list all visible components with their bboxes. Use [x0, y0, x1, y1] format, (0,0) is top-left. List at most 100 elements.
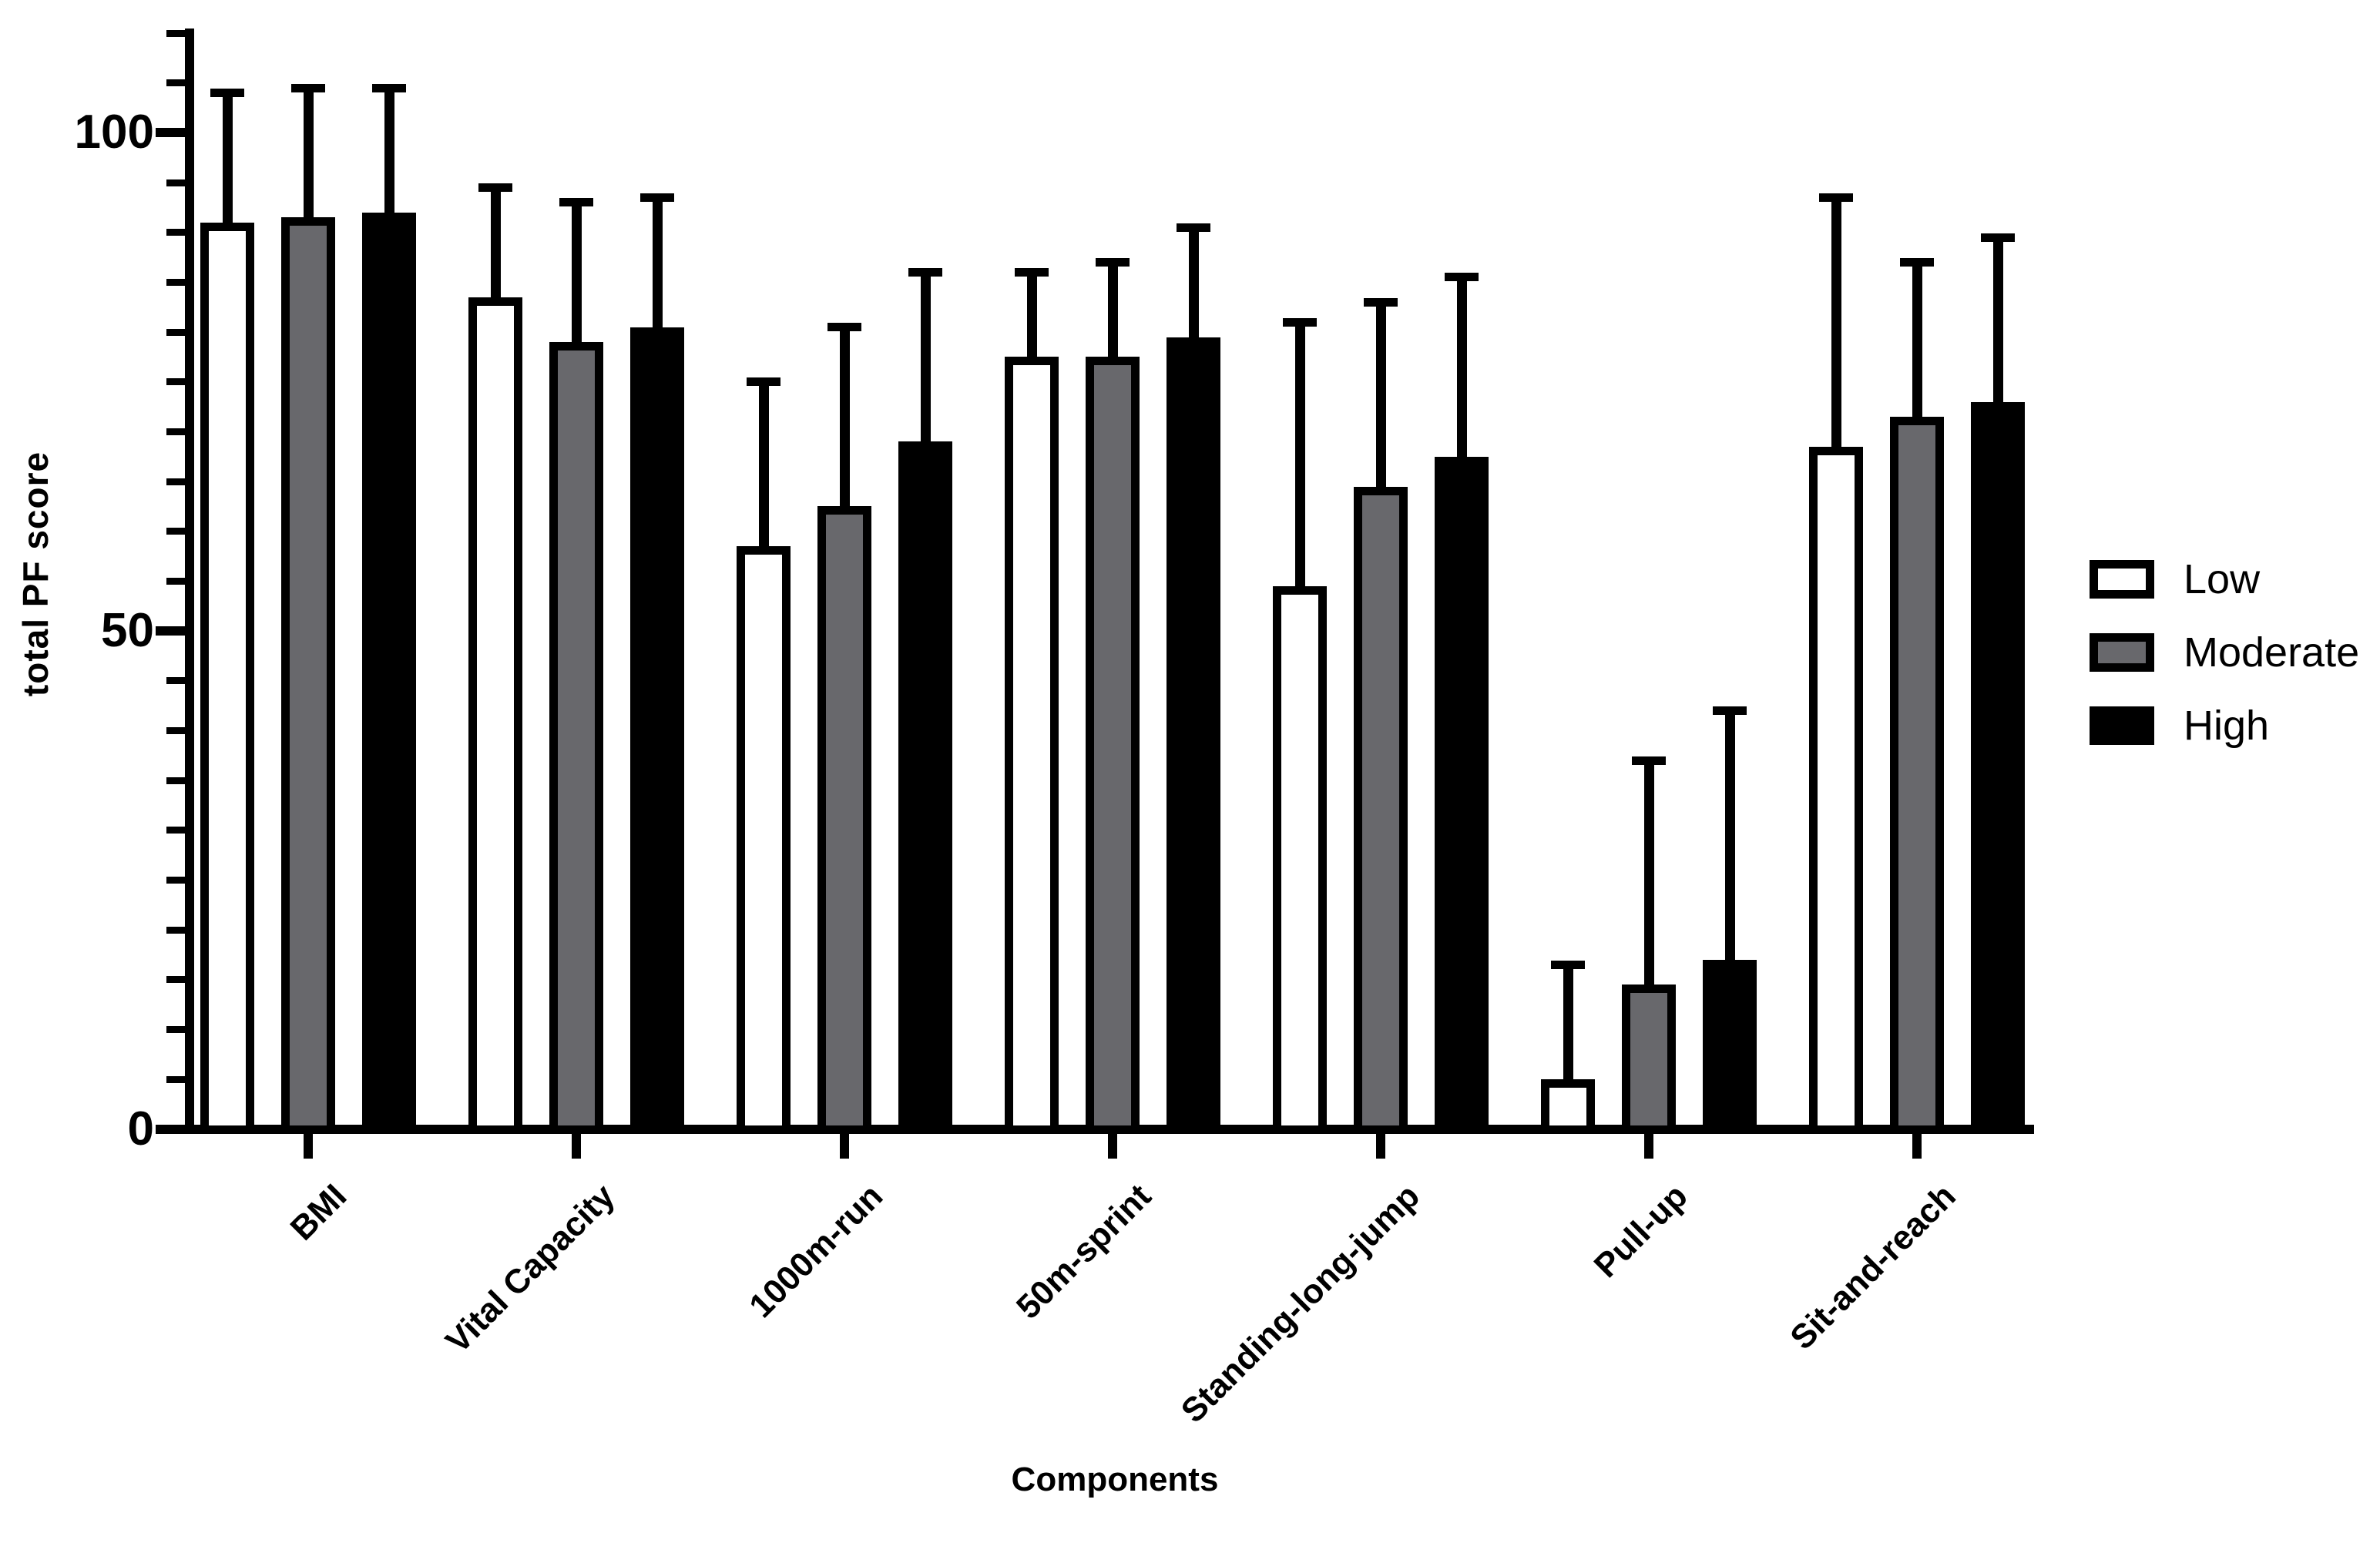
error-bar-cap-vital-capacity-low: [478, 183, 512, 192]
y-tick-label: 100: [74, 106, 154, 159]
error-bar-stem-50m-sprint-moderate: [1107, 262, 1118, 370]
x-category-label-bmi: BMI: [283, 1177, 354, 1248]
legend-label-moderate: Moderate: [2184, 629, 2360, 676]
error-bar-stem-bmi-high: [384, 88, 394, 225]
bar-1000m-run-moderate: [817, 506, 871, 1134]
bar-vital-capacity-low: [468, 297, 522, 1134]
error-bar-stem-pull-up-low: [1563, 964, 1573, 1092]
y-axis-line: [185, 29, 194, 1134]
y-major-tick: [156, 626, 185, 636]
legend-label-low: Low: [2184, 556, 2261, 602]
bar-50m-sprint-low: [1005, 357, 1059, 1134]
bar-50m-sprint-high: [1167, 337, 1220, 1134]
error-bar-stem-1000m-run-high: [920, 272, 931, 455]
y-minor-tick: [166, 278, 185, 286]
bar-bmi-low: [200, 222, 254, 1134]
x-category-label-standing-long-jump: Standing-long-jump: [1173, 1177, 1427, 1431]
error-bar-stem-standing-long-jump-high: [1456, 277, 1467, 469]
error-bar-stem-1000m-run-moderate: [839, 327, 850, 519]
legend-swatch-moderate: [2090, 633, 2154, 672]
x-tick-vital-capacity: [572, 1134, 581, 1159]
error-bar-cap-1000m-run-high: [908, 267, 942, 277]
error-bar-cap-standing-long-jump-low: [1283, 317, 1317, 327]
y-minor-tick: [166, 428, 185, 435]
x-tick-sit-and-reach: [1912, 1134, 1922, 1159]
bar-vital-capacity-moderate: [549, 342, 603, 1134]
legend-swatch-low: [2090, 560, 2154, 599]
x-category-label-sit-and-reach: Sit-and-reach: [1783, 1177, 1963, 1357]
error-bar-cap-sit-and-reach-low: [1819, 193, 1853, 202]
y-minor-tick: [166, 976, 185, 984]
error-bar-cap-pull-up-low: [1551, 961, 1585, 970]
error-bar-cap-50m-sprint-moderate: [1096, 258, 1130, 267]
error-bar-cap-standing-long-jump-high: [1445, 273, 1479, 282]
error-bar-stem-standing-long-jump-low: [1294, 322, 1305, 599]
x-tick-50m-sprint: [1108, 1134, 1117, 1159]
error-bar-cap-50m-sprint-low: [1015, 267, 1049, 277]
x-tick-pull-up: [1644, 1134, 1653, 1159]
bar-bmi-moderate: [281, 217, 335, 1134]
error-bar-stem-standing-long-jump-moderate: [1375, 302, 1386, 499]
y-minor-tick: [166, 229, 185, 236]
y-minor-tick: [166, 1075, 185, 1083]
error-bar-stem-vital-capacity-moderate: [571, 202, 582, 354]
y-minor-tick: [166, 578, 185, 585]
error-bar-cap-sit-and-reach-high: [1981, 233, 2015, 242]
x-category-label-pull-up: Pull-up: [1586, 1177, 1695, 1286]
y-minor-tick: [166, 926, 185, 934]
error-bar-cap-vital-capacity-high: [640, 193, 674, 202]
bar-sit-and-reach-high: [1971, 401, 2025, 1134]
error-bar-cap-pull-up-high: [1713, 706, 1747, 716]
x-tick-standing-long-jump: [1376, 1134, 1385, 1159]
x-tick-bmi: [304, 1134, 313, 1159]
error-bar-cap-bmi-moderate: [291, 83, 325, 92]
bar-1000m-run-low: [737, 546, 791, 1134]
y-minor-tick: [166, 1026, 185, 1034]
y-minor-tick: [166, 179, 185, 186]
bar-vital-capacity-high: [630, 327, 684, 1134]
x-axis-title: Components: [1011, 1461, 1219, 1498]
error-bar-cap-pull-up-moderate: [1632, 756, 1666, 765]
error-bar-cap-standing-long-jump-moderate: [1364, 297, 1398, 307]
y-minor-tick: [166, 528, 185, 535]
error-bar-stem-sit-and-reach-moderate: [1912, 262, 1922, 430]
y-minor-tick: [166, 478, 185, 485]
y-minor-tick: [166, 677, 185, 685]
bar-pull-up-moderate: [1622, 985, 1676, 1134]
bar-standing-long-jump-low: [1273, 585, 1327, 1134]
y-minor-tick: [166, 777, 185, 784]
y-major-tick: [156, 1125, 185, 1134]
bar-1000m-run-high: [898, 441, 952, 1134]
error-bar-stem-50m-sprint-low: [1026, 272, 1037, 370]
bar-50m-sprint-moderate: [1086, 357, 1140, 1134]
error-bar-stem-50m-sprint-high: [1188, 227, 1199, 350]
legend-label-high: High: [2184, 703, 2270, 749]
error-bar-stem-sit-and-reach-low: [1831, 197, 1841, 459]
bar-sit-and-reach-low: [1809, 446, 1863, 1134]
bar-standing-long-jump-high: [1435, 456, 1489, 1134]
y-minor-tick: [166, 827, 185, 834]
error-bar-cap-vital-capacity-moderate: [559, 198, 593, 207]
error-bar-stem-pull-up-high: [1724, 710, 1735, 973]
bar-standing-long-jump-moderate: [1354, 486, 1408, 1134]
error-bar-cap-50m-sprint-high: [1177, 223, 1210, 232]
error-bar-stem-vital-capacity-low: [490, 187, 501, 310]
y-tick-label: 50: [101, 604, 154, 658]
error-bar-stem-bmi-moderate: [303, 88, 314, 230]
y-minor-tick: [166, 378, 185, 386]
error-bar-cap-1000m-run-moderate: [827, 323, 861, 332]
error-bar-cap-1000m-run-low: [747, 377, 780, 387]
x-tick-1000m-run: [840, 1134, 849, 1159]
error-bar-cap-sit-and-reach-moderate: [1900, 258, 1934, 267]
y-minor-tick: [166, 328, 185, 336]
error-bar-stem-sit-and-reach-high: [1992, 237, 2003, 414]
error-bar-stem-vital-capacity-high: [652, 197, 663, 340]
error-bar-stem-pull-up-moderate: [1643, 760, 1654, 998]
x-category-label-50m-sprint: 50m-sprint: [1009, 1177, 1159, 1327]
y-tick-label: 0: [127, 1102, 154, 1156]
error-bar-stem-1000m-run-low: [758, 381, 769, 559]
x-category-label-1000m-run: 1000m-run: [742, 1177, 891, 1326]
bar-sit-and-reach-moderate: [1890, 417, 1944, 1134]
